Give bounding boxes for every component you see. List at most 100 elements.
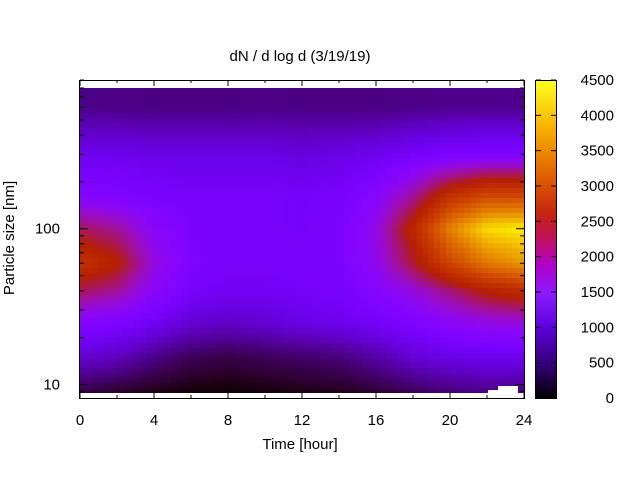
heatmap-cell [410,183,417,189]
heatmap-cell [122,173,129,179]
heatmap-cell [212,358,219,364]
heatmap-cell [488,358,495,364]
heatmap-cell [410,178,417,184]
heatmap-cell [362,213,369,219]
heatmap-cell [104,183,111,189]
heatmap-cell [356,128,363,134]
heatmap-cell [260,253,267,259]
heatmap-cell [218,353,225,359]
heatmap-cell [338,298,345,304]
heatmap-cell [224,228,231,234]
heatmap-cell [182,233,189,239]
heatmap-cell [86,273,93,279]
heatmap-cell [230,268,237,274]
heatmap-cell [392,293,399,299]
heatmap-cell [428,123,435,129]
heatmap-cell [104,253,111,259]
heatmap-cell [434,123,441,129]
heatmap-cell [332,263,339,269]
heatmap-cell [122,123,129,129]
heatmap-cell [242,98,249,104]
heatmap-cell [308,248,315,254]
heatmap-cell [476,243,483,249]
heatmap-cell [86,128,93,134]
heatmap-cell [290,358,297,364]
heatmap-cell [392,153,399,159]
heatmap-cell [410,198,417,204]
heatmap-cell [452,283,459,289]
heatmap-cell [110,343,117,349]
heatmap-cell [416,98,423,104]
heatmap-cell [320,138,327,144]
heatmap-cell [272,378,279,384]
heatmap-cell [116,233,123,239]
heatmap-cell [80,188,87,194]
heatmap-cell [446,128,453,134]
heatmap-cell [242,278,249,284]
heatmap-cell [380,328,387,334]
heatmap-cell [104,98,111,104]
heatmap-cell [278,128,285,134]
heatmap-cell [494,228,501,234]
heatmap-cell [122,108,129,114]
heatmap-cell [224,318,231,324]
heatmap-cell [362,373,369,379]
heatmap-cell [320,288,327,294]
heatmap-cell [170,238,177,244]
heatmap-cell [110,268,117,274]
heatmap-cell [122,188,129,194]
heatmap-cell [482,173,489,179]
heatmap-cell [470,118,477,124]
heatmap-cell [218,288,225,294]
heatmap-cell [128,353,135,359]
heatmap-cell [422,248,429,254]
heatmap-cell [326,363,333,369]
heatmap-cell [512,168,519,174]
heatmap-cell [152,343,159,349]
heatmap-cell [446,263,453,269]
heatmap-cell [104,138,111,144]
heatmap-cell [344,178,351,184]
heatmap-cell [320,178,327,184]
heatmap-cell [518,178,524,184]
heatmap-cell [266,143,273,149]
heatmap-cell [206,93,213,99]
heatmap-cell [110,318,117,324]
heatmap-cell [152,373,159,379]
heatmap-cell [410,303,417,309]
heatmap-cell [290,288,297,294]
heatmap-cell [242,153,249,159]
heatmap-cell [86,293,93,299]
heatmap-cell [86,268,93,274]
heatmap-cell [344,113,351,119]
heatmap-cell [350,368,357,374]
heatmap-cell [404,298,411,304]
heatmap-cell [512,368,519,374]
heatmap-cell [200,303,207,309]
heatmap-cell [356,383,363,389]
heatmap-cell [194,368,201,374]
heatmap-cell [308,183,315,189]
heatmap-cell [290,373,297,379]
x-axis-label: Time [hour] [262,436,337,453]
heatmap-cell [200,88,207,94]
heatmap-cell [446,123,453,129]
heatmap-cell [80,303,87,309]
heatmap-cell [98,388,105,393]
heatmap-cell [482,148,489,154]
heatmap-cell [380,318,387,324]
heatmap-cell [470,358,477,364]
heatmap-cell [512,268,519,274]
heatmap-cell [212,278,219,284]
heatmap-cell [308,323,315,329]
heatmap-cell [428,328,435,334]
heatmap-cell [116,303,123,309]
heatmap-cell [458,318,465,324]
heatmap-cell [488,208,495,214]
heatmap-cell [290,213,297,219]
heatmap-cell [476,338,483,344]
heatmap-cell [188,288,195,294]
heatmap-cell [170,88,177,94]
heatmap-cell [110,168,117,174]
heatmap-cell [476,198,483,204]
